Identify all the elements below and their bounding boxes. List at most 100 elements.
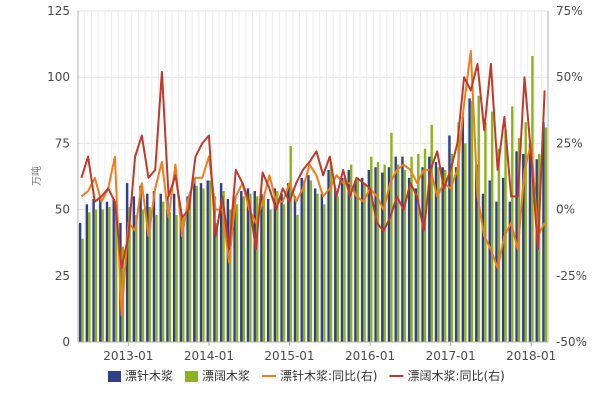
bar-0-7: [125, 183, 129, 342]
bar-1-12: [161, 201, 165, 342]
bar-1-59: [477, 95, 480, 343]
bar-0-54: [441, 167, 444, 342]
y-tick-left-2: 50: [55, 203, 70, 217]
bar-1-11: [155, 214, 158, 342]
y-axis-title: 万吨: [30, 166, 43, 186]
bar-1-22: [229, 209, 232, 342]
bar-1-13: [168, 212, 172, 342]
bar-1-28: [269, 209, 272, 342]
bar-0-61: [488, 180, 491, 342]
bar-1-38: [336, 196, 339, 342]
bar-0-48: [401, 156, 404, 342]
bar-0-62: [495, 201, 498, 342]
bar-0-68: [535, 159, 538, 342]
bar-1-46: [390, 132, 393, 342]
legend-label-3: 漂阔木浆:同比(右): [407, 368, 504, 383]
axes: 0 25 50 75 100 125 -50% -25% 0% 25% 50% 75% 2013-01 2…: [30, 4, 587, 363]
bar-0-5: [112, 199, 115, 342]
bar-0-16: [186, 196, 189, 342]
bar-0-58: [468, 98, 471, 342]
bar-0-29: [273, 188, 277, 342]
bar-1-29: [276, 191, 279, 342]
bar-1-35: [316, 193, 319, 342]
bar-0-2: [92, 199, 95, 342]
bar-1-45: [383, 164, 386, 342]
bar-0-35: [313, 188, 317, 342]
bar-1-57: [464, 143, 467, 342]
bar-1-49: [410, 156, 413, 342]
bar-1-48: [403, 169, 407, 342]
bar-1-26: [255, 196, 259, 342]
y-tick-right-3: 25%: [556, 136, 583, 150]
y-tick-right-4: 50%: [556, 70, 583, 84]
bar-0-4: [105, 201, 109, 342]
bar-0-37: [327, 169, 330, 342]
bar-0-30: [280, 193, 283, 342]
bar-0-59: [475, 164, 478, 342]
bar-0-39: [340, 177, 344, 342]
legend-label-1: 漂阔木浆: [202, 368, 250, 383]
x-tick-label-3: 2016-01: [345, 349, 395, 363]
line-series-2: [80, 49, 546, 317]
bar-0-31: [287, 183, 290, 342]
bar-1-3: [101, 209, 104, 342]
legend: 漂针木浆 漂阔木浆 漂针木浆:同比(右) 漂阔木浆:同比(右): [108, 368, 505, 383]
bar-1-15: [182, 217, 185, 342]
y-tick-right-5: 75%: [556, 4, 583, 18]
bar-1-41: [356, 177, 360, 342]
y-tick-right-2: 0%: [556, 203, 575, 217]
bar-1-19: [208, 180, 212, 342]
bar-1-42: [363, 183, 366, 342]
bar-0-13: [166, 196, 169, 342]
bar-0-17: [193, 177, 196, 342]
bar-0-66: [522, 153, 525, 342]
bar-0-25: [246, 188, 250, 342]
bar-1-0: [81, 238, 84, 342]
bar-1-44: [376, 161, 380, 342]
x-tick-label-5: 2018-01: [506, 349, 556, 363]
bar-1-21: [222, 191, 225, 342]
bar-1-67: [531, 56, 534, 343]
bar-1-47: [396, 164, 400, 342]
bar-1-4: [108, 206, 111, 342]
y-tick-right-1: -25%: [556, 269, 587, 283]
bar-0-12: [159, 193, 162, 342]
bar-0-23: [233, 196, 236, 342]
bar-1-8: [135, 214, 138, 342]
bar-0-28: [266, 199, 270, 342]
bar-0-51: [421, 167, 424, 342]
bar-1-30: [282, 204, 286, 342]
y-tick-left-4: 100: [47, 70, 70, 84]
bar-0-14: [172, 193, 176, 342]
bar-1-17: [195, 185, 198, 342]
bar-1-37: [329, 161, 333, 342]
bar-1-25: [249, 193, 252, 342]
bar-1-27: [262, 196, 266, 342]
bar-0-56: [454, 167, 458, 342]
y-tick-left-5: 125: [47, 4, 70, 18]
legend-label-0: 漂针木浆: [125, 368, 173, 383]
bar-1-50: [417, 153, 420, 342]
bar-1-43: [370, 156, 373, 342]
line-series-3: [80, 63, 546, 269]
bar-0-42: [360, 177, 364, 342]
bar-0-18: [199, 183, 203, 342]
bar-0-47: [394, 156, 397, 342]
bar-0-33: [300, 177, 303, 342]
bar-1-5: [114, 209, 118, 342]
line-series: [80, 49, 546, 317]
bar-1-68: [537, 153, 541, 342]
x-tick-label-4: 2017-01: [426, 349, 476, 363]
bar-1-56: [457, 122, 460, 342]
bar-0-21: [219, 183, 223, 342]
bar-1-9: [141, 209, 145, 342]
x-tick-label-2: 2015-01: [264, 349, 314, 363]
bar-0-44: [374, 167, 377, 342]
x-tick-label-0: 2013-01: [103, 349, 153, 363]
legend-swatch-1: [185, 371, 199, 382]
bar-1-58: [470, 101, 474, 342]
bar-0-10: [146, 193, 149, 342]
bar-1-62: [497, 148, 501, 342]
bar-0-19: [206, 180, 209, 342]
